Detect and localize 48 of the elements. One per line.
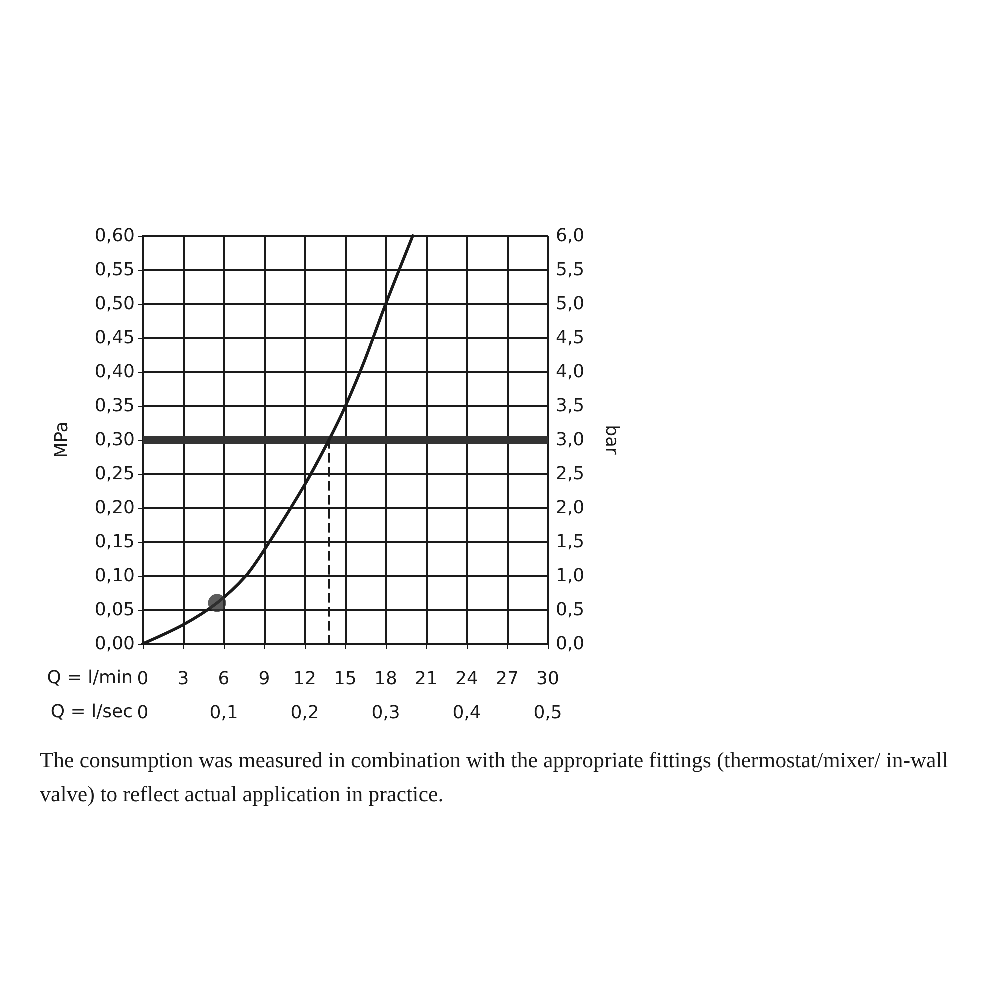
x2-tick-label: 0,5 bbox=[534, 702, 562, 724]
x2-tick-label: 0,4 bbox=[452, 702, 482, 724]
x2-axis-title: Q = l/sec bbox=[50, 702, 133, 722]
y-axis-title: MPa bbox=[52, 422, 72, 458]
y2-tick-label: 1,5 bbox=[556, 532, 585, 552]
y-tick-label: 0,55 bbox=[94, 260, 135, 280]
y-tick-label: 0,25 bbox=[94, 464, 135, 484]
y2-tick-label: 1,0 bbox=[556, 566, 585, 586]
x2-tick-label: 0,2 bbox=[290, 702, 320, 724]
x2-tick-label: 0,1 bbox=[210, 702, 238, 724]
y-tick-label: 0,15 bbox=[94, 532, 135, 552]
x-tick-label: 3 bbox=[178, 668, 190, 690]
y-tick-label: 0,05 bbox=[94, 600, 135, 620]
x2-tick-label: 0 bbox=[137, 702, 149, 724]
y2-tick-label: 2,5 bbox=[556, 464, 585, 484]
y2-tick-label: 6,0 bbox=[556, 226, 585, 246]
x-tick-label: 6 bbox=[218, 668, 230, 690]
y2-tick-label: 2,0 bbox=[556, 498, 585, 518]
y-tick-label: 0,10 bbox=[94, 566, 135, 586]
y2-tick-label: 4,5 bbox=[556, 328, 585, 348]
y-tick-label: 0,50 bbox=[94, 294, 135, 314]
x-tick-label: 30 bbox=[536, 668, 560, 690]
y2-tick-label: 0,0 bbox=[556, 634, 585, 654]
x-axis-title: Q = l/min bbox=[47, 668, 133, 688]
y2-tick-label: 3,5 bbox=[556, 396, 585, 416]
text: The consumption was measured in combination with the appropriate fittings (thermostat/mixer/ in-wall valve) to reflect actual application in practice. bbox=[40, 748, 954, 806]
y-tick-label: 0,35 bbox=[94, 396, 135, 416]
x-tick-label: 24 bbox=[456, 668, 478, 690]
y2-tick-label: 4,0 bbox=[556, 362, 585, 382]
x-tick-label: 21 bbox=[415, 668, 438, 690]
y-tick-label: 0,45 bbox=[94, 328, 135, 348]
x-tick-label: 27 bbox=[496, 668, 519, 690]
y-tick-label: 0,40 bbox=[94, 362, 135, 382]
y-tick-label: 0,00 bbox=[94, 634, 135, 654]
x-tick-label: 0 bbox=[137, 668, 149, 690]
y2-tick-label: 0,5 bbox=[556, 600, 585, 620]
y2-axis-title: bar bbox=[602, 425, 622, 456]
y2-tick-label: 5,5 bbox=[556, 260, 585, 280]
x2-tick-label: 0,3 bbox=[372, 702, 400, 724]
x-tick-label: 18 bbox=[374, 668, 398, 690]
x-tick-label: 15 bbox=[334, 668, 357, 690]
y-tick-label: 0,30 bbox=[94, 430, 135, 450]
y2-tick-label: 5,0 bbox=[556, 294, 585, 314]
y-tick-label: 0,20 bbox=[94, 498, 135, 518]
x-tick-label: 9 bbox=[258, 668, 270, 690]
x-tick-label: 12 bbox=[294, 668, 316, 690]
y-tick-label: 0,60 bbox=[94, 226, 135, 246]
y2-tick-label: 3,0 bbox=[556, 430, 585, 450]
